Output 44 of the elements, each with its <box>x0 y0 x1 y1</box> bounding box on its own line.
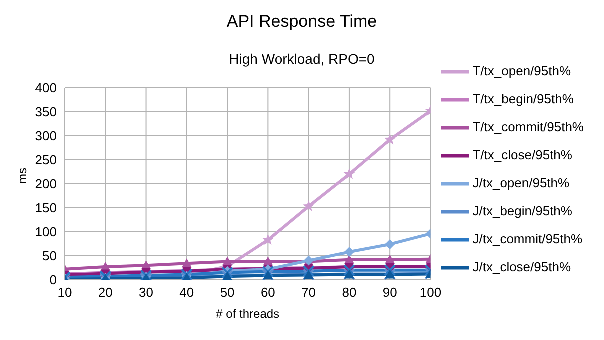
x-tick-label: 10 <box>58 285 72 300</box>
x-tick-label: 80 <box>342 285 357 300</box>
point <box>222 266 234 279</box>
x-tick-label: 60 <box>260 285 276 300</box>
y-tick-label: 300 <box>35 128 57 144</box>
point <box>343 264 356 276</box>
point <box>302 265 315 278</box>
point <box>222 256 233 266</box>
y-tick-label: 0 <box>50 272 57 288</box>
point <box>344 168 356 180</box>
chart-title: API Response Time <box>226 12 378 32</box>
x-tick-label: 50 <box>220 285 235 300</box>
point <box>344 247 354 258</box>
x-tick-label: 70 <box>302 285 316 300</box>
legend-label: J/tx_open/95th% <box>472 175 570 190</box>
y-tick-label: 50 <box>42 248 57 264</box>
point <box>384 264 396 276</box>
y-tick-label: 400 <box>35 80 57 96</box>
legend-label: T/tx_close/95th% <box>472 147 572 162</box>
x-tick-label: 40 <box>180 285 194 300</box>
x-tick-label: 20 <box>98 285 113 300</box>
x-tick-label: 30 <box>139 285 154 300</box>
legend-label: J/tx_commit/95th% <box>472 231 583 246</box>
legend-label: T/tx_open/95th% <box>472 63 572 78</box>
y-tick-label: 200 <box>35 176 57 192</box>
y-tick-label: 250 <box>35 152 57 168</box>
legend-label: J/tx_begin/95th% <box>472 203 572 218</box>
legend-label: T/tx_begin/95th% <box>472 91 574 106</box>
point <box>262 266 274 278</box>
chart-subtitle: High Workload, RPO=0 <box>229 51 375 67</box>
x-tick-label: 90 <box>382 285 398 300</box>
legend-label: J/tx_close/95th% <box>472 259 572 274</box>
point <box>262 234 274 246</box>
point <box>182 258 192 268</box>
y-tick-label: 150 <box>35 200 57 216</box>
legend-label: T/tx_commit/95th% <box>472 119 584 134</box>
x-axis-title: # of threads <box>216 307 280 321</box>
point <box>384 134 396 145</box>
y-tick-label: 100 <box>35 224 57 240</box>
y-axis-title: ms <box>15 168 30 184</box>
x-tick-label: 100 <box>420 285 442 300</box>
y-tick-label: 350 <box>35 104 57 120</box>
point <box>385 239 396 250</box>
point <box>303 200 315 212</box>
